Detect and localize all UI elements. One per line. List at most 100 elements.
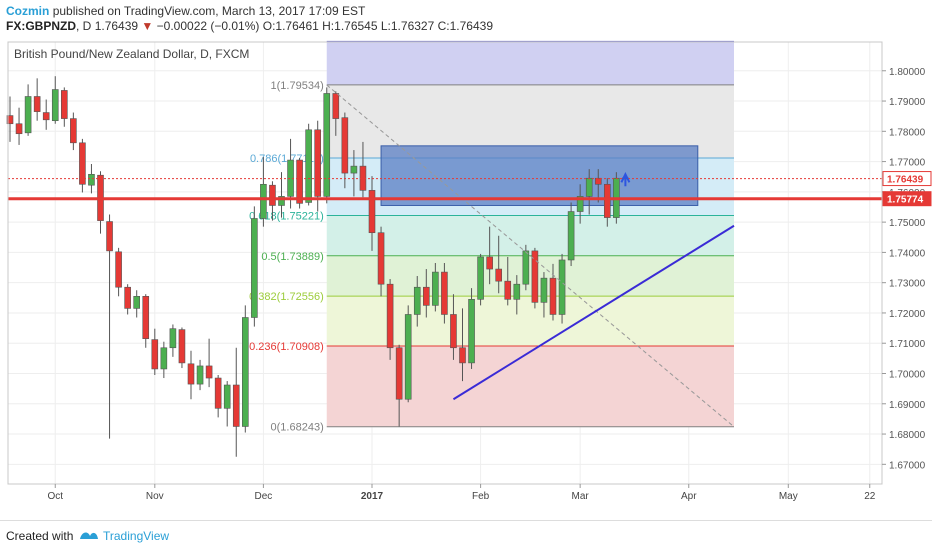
- fib-zone-0.618: [326, 215, 734, 256]
- resistance-zone[interactable]: [380, 145, 699, 206]
- candle-body: [477, 256, 484, 300]
- time-axis[interactable]: Oct Nov Dec 2017 Feb Mar Apr May 22: [47, 484, 876, 502]
- x-tick-label: Oct: [47, 491, 63, 502]
- footer: Created with TradingView: [0, 520, 932, 551]
- candle-body: [42, 112, 50, 121]
- candle-body: [350, 165, 358, 174]
- candle-body: [79, 142, 86, 185]
- x-tick-label: Feb: [472, 491, 490, 502]
- y-tick-label: 1.78000: [889, 127, 926, 138]
- y-tick-label: 1.67000: [889, 460, 926, 471]
- candle-body: [251, 218, 258, 318]
- interval: D: [82, 19, 92, 33]
- fib-zone-0.236: [326, 346, 734, 427]
- last-price: 1.76439: [94, 19, 139, 33]
- x-tick-label: 22: [864, 491, 876, 502]
- tradingview-link[interactable]: TradingView: [103, 529, 170, 543]
- candle-body: [196, 365, 204, 385]
- candle-body: [133, 296, 140, 309]
- fib-level-label: 0.5(1.73889): [261, 251, 323, 263]
- candle-body: [260, 183, 267, 219]
- quote-line: FX:GBPNZD, D 1.76439 ▼ −0.00022 (−0.01%)…: [6, 19, 493, 33]
- candle-body: [269, 184, 276, 206]
- candle-body: [594, 177, 602, 185]
- candle-body: [585, 177, 593, 197]
- candle-body: [441, 271, 448, 315]
- candle-body: [115, 251, 122, 288]
- price-label-box: [882, 171, 932, 187]
- candle-body: [549, 277, 557, 315]
- ohlc-close: C:1.76439: [437, 19, 493, 33]
- chart-title: British Pound/New Zealand Dollar, D, FXC…: [14, 47, 249, 61]
- candle-body: [124, 286, 131, 309]
- candle-body: [296, 159, 303, 204]
- candle-body: [386, 283, 394, 349]
- price-label: 1.76439: [887, 175, 924, 186]
- candle-body: [106, 221, 113, 252]
- y-tick-label: 1.69000: [889, 400, 926, 411]
- drawings[interactable]: [8, 84, 882, 428]
- candle-body: [432, 271, 439, 306]
- candle-body: [88, 173, 95, 186]
- price-label: 1.75774: [887, 195, 924, 206]
- candle-body: [495, 268, 503, 282]
- candle-body: [169, 328, 177, 349]
- candle-body: [51, 89, 59, 122]
- candle-body: [513, 283, 521, 300]
- candle-body: [323, 93, 331, 197]
- candle-body: [151, 339, 159, 370]
- author-link[interactable]: Cozmin: [6, 4, 50, 18]
- ohlc-open: O:1.76461: [262, 19, 319, 33]
- arrow-up-icon: [620, 172, 631, 187]
- candle-body: [504, 280, 512, 300]
- candle-body: [6, 115, 14, 125]
- candle-body: [567, 211, 575, 261]
- candle-body: [60, 90, 68, 119]
- y-tick-label: 1.71000: [889, 339, 926, 350]
- price-axis[interactable]: 1.800001.790001.780001.770001.760001.750…: [882, 67, 932, 472]
- fib-level-label: 1(1.79534): [271, 80, 324, 92]
- resistance-zone-box[interactable]: [380, 145, 699, 206]
- down-arrow-icon: ▼: [141, 19, 154, 33]
- x-tick-label: Nov: [146, 491, 164, 502]
- plot-frame: [7, 41, 883, 485]
- tradingview-logo-icon[interactable]: [78, 527, 100, 543]
- candle-body: [332, 93, 340, 119]
- candle-body: [531, 250, 539, 303]
- candle-body: [368, 190, 376, 234]
- candle-body: [214, 377, 222, 409]
- candle-body: [24, 96, 32, 134]
- candle-body: [459, 347, 466, 364]
- published-text: published on TradingView.com, March 13, …: [52, 4, 366, 18]
- candles: [6, 76, 629, 457]
- candle-body: [314, 129, 322, 197]
- y-tick-label: 1.75000: [889, 218, 926, 229]
- price-change: −0.00022 (−0.01%): [156, 19, 260, 33]
- candle-body: [558, 259, 566, 315]
- candle-body: [413, 286, 421, 315]
- fib-trend-line[interactable]: [326, 84, 735, 428]
- fibonacci-retracement[interactable]: 1(1.79534) 0.786(1.77118) 0.618(1.75221) 0.…: [249, 40, 734, 434]
- y-tick-label: 1.77000: [889, 158, 926, 169]
- fib-zone-0.5: [326, 255, 734, 297]
- fib-zone-extension: [326, 41, 734, 85]
- x-tick-label: Apr: [681, 491, 697, 502]
- candle-body: [468, 299, 475, 364]
- candle-body: [305, 129, 312, 203]
- candle-body: [160, 347, 168, 370]
- price-chart[interactable]: 1(1.79534) 0.786(1.77118) 0.618(1.75221) 0.…: [0, 34, 932, 520]
- candle-body: [395, 347, 403, 400]
- symbol[interactable]: FX:GBPNZD: [6, 19, 76, 33]
- x-tick-label: May: [779, 491, 798, 502]
- x-tick-label: Mar: [572, 491, 590, 502]
- candle-body: [522, 250, 530, 285]
- ohlc-high: H:1.76545: [322, 19, 378, 33]
- x-tick-label: 2017: [361, 491, 384, 502]
- fib-level-label: 0.786(1.77118): [250, 153, 324, 165]
- candle-body: [422, 286, 430, 306]
- candle-body: [70, 118, 77, 144]
- fib-level-label: 0.382(1.72556): [249, 291, 324, 303]
- uptrend-line[interactable]: [452, 224, 735, 401]
- candle-body: [33, 96, 41, 112]
- candle-body: [404, 314, 412, 400]
